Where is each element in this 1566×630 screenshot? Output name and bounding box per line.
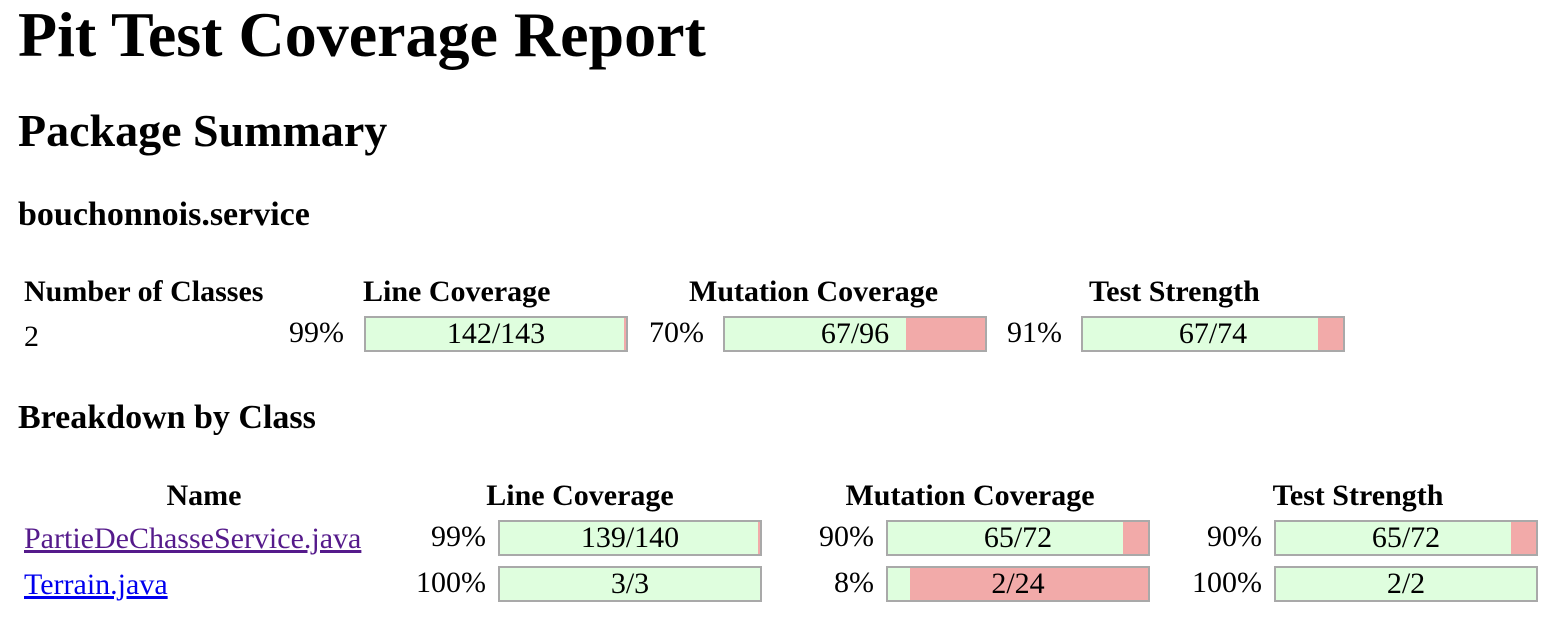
row1-strength-percent: 90% <box>1207 520 1262 553</box>
row1-strength-label: 65/72 <box>1371 521 1441 554</box>
summary-strength-percent: 91% <box>1007 316 1062 349</box>
coverage-fill <box>1276 568 1536 600</box>
breakdown-header-test-strength: Test Strength <box>1272 479 1444 512</box>
coverage-fill <box>500 568 760 600</box>
page-title: Pit Test Coverage Report <box>18 0 706 70</box>
row2-line-label: 3/3 <box>610 567 650 600</box>
summary-line-bar: 142/143 <box>364 316 628 352</box>
summary-mutation-label: 67/96 <box>820 317 890 350</box>
row1-line-label: 139/140 <box>580 521 680 554</box>
breakdown-header-name: Name <box>166 479 242 512</box>
row1-mutation-bar: 65/72 <box>886 520 1150 556</box>
row1-line-percent: 99% <box>431 520 486 553</box>
header-line-coverage: Line Coverage <box>363 275 551 308</box>
summary-line-label: 142/143 <box>446 317 546 350</box>
breakdown-header-line-coverage: Line Coverage <box>486 479 674 512</box>
row1-strength-bar: 65/72 <box>1274 520 1538 556</box>
breakdown-heading: Breakdown by Class <box>18 399 316 436</box>
package-summary-heading: Package Summary <box>18 105 388 156</box>
summary-strength-bar: 67/74 <box>1081 316 1345 352</box>
coverage-fill <box>888 568 910 600</box>
summary-line-percent: 99% <box>289 316 344 349</box>
row2-line-percent: 100% <box>416 566 486 599</box>
header-test-strength: Test Strength <box>1089 275 1260 308</box>
coverage-fill <box>1276 522 1511 554</box>
header-mutation-coverage: Mutation Coverage <box>689 275 939 308</box>
classes-count: 2 <box>24 320 39 353</box>
row2-mutation-percent: 8% <box>834 566 874 599</box>
class-link-terrain[interactable]: Terrain.java <box>24 568 168 601</box>
row1-mutation-percent: 90% <box>819 520 874 553</box>
header-number-of-classes: Number of Classes <box>24 275 264 308</box>
row2-mutation-bar: 2/24 <box>886 566 1150 602</box>
breakdown-header-mutation-coverage: Mutation Coverage <box>845 479 1095 512</box>
row1-line-bar: 139/140 <box>498 520 762 556</box>
row2-strength-bar: 2/2 <box>1274 566 1538 602</box>
summary-strength-label: 67/74 <box>1178 317 1248 350</box>
coverage-fill <box>725 318 907 350</box>
coverage-fill <box>888 522 1123 554</box>
summary-mutation-bar: 67/96 <box>723 316 987 352</box>
summary-mutation-percent: 70% <box>649 316 704 349</box>
row2-line-bar: 3/3 <box>498 566 762 602</box>
package-name: bouchonnois.service <box>18 196 310 233</box>
row2-strength-percent: 100% <box>1192 566 1262 599</box>
row1-mutation-label: 65/72 <box>983 521 1053 554</box>
coverage-fill <box>500 522 759 554</box>
coverage-fill <box>366 318 625 350</box>
row2-mutation-label: 2/24 <box>991 567 1045 600</box>
coverage-fill <box>1083 318 1319 350</box>
row2-strength-label: 2/2 <box>1386 567 1426 600</box>
class-link-partiedechasseservice[interactable]: PartieDeChasseService.java <box>24 522 362 555</box>
